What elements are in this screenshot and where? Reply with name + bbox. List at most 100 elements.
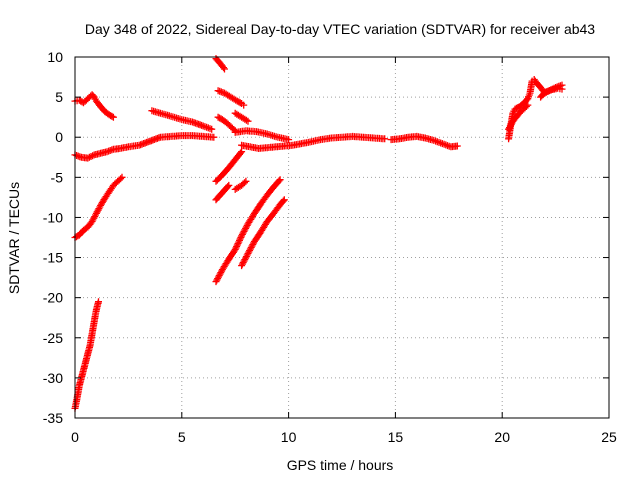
series-arc-i <box>231 109 252 125</box>
data-point-trail <box>238 251 251 268</box>
series-arc-c <box>148 107 216 133</box>
data-point-trail <box>213 56 223 66</box>
series-arc-h <box>214 113 239 135</box>
data-point-trail <box>89 211 99 224</box>
data-point-trail <box>102 109 112 118</box>
x-tick-label: 15 <box>388 429 404 445</box>
data-point-trail <box>213 172 225 184</box>
data-point-trail <box>93 203 104 216</box>
data-point-trail <box>216 114 225 123</box>
x-axis-label: GPS time / hours <box>287 457 394 473</box>
data-point-trail <box>107 112 116 120</box>
data-point-trail <box>521 96 531 106</box>
data-point-trail <box>106 183 116 194</box>
data-point-trail <box>239 114 250 124</box>
data-point <box>244 117 252 125</box>
data-point-trail <box>102 189 112 201</box>
data-point <box>118 173 126 181</box>
data-point-trail <box>238 221 251 238</box>
data-point-trail <box>229 94 240 104</box>
data-point-trail <box>543 87 554 96</box>
series-arc-n <box>212 181 233 204</box>
data-point-trail <box>98 148 109 157</box>
data-point-trail <box>81 224 90 233</box>
data-point-trail <box>73 152 84 161</box>
y-tick-label: -5 <box>51 169 64 185</box>
data-point <box>95 298 102 306</box>
chart-title: Day 348 of 2022, Sidereal Day-to-day VTE… <box>85 21 595 37</box>
data-point-trail <box>72 232 82 241</box>
data-point <box>238 262 246 270</box>
data-point-trail <box>517 101 526 110</box>
y-tick-label: -35 <box>43 410 63 426</box>
data-point <box>221 65 228 73</box>
data-point-trail <box>220 165 232 178</box>
axis-ticks: 0 5 10 15 20 25 -35 -30 -25 -20 -15 -10 -5 0 5 10 <box>43 49 617 445</box>
x-tick-label: 5 <box>178 429 186 445</box>
data-point-trail <box>512 104 522 112</box>
data-point-trail <box>92 150 103 158</box>
series-arc-o <box>231 177 250 193</box>
data-point-trail <box>538 90 548 100</box>
data-point <box>285 136 293 144</box>
data-point-trail <box>219 257 232 272</box>
data-point-trail <box>258 219 270 234</box>
x-tick-label: 25 <box>601 429 617 445</box>
data-point-trail <box>233 110 244 120</box>
data-point-trail <box>258 193 270 206</box>
data-point-trail <box>521 103 530 112</box>
data-point-trail <box>235 98 244 107</box>
data-point-trail <box>277 197 287 207</box>
data-point <box>231 246 239 253</box>
data-point-trail <box>533 80 544 90</box>
y-tick-label: 5 <box>55 89 63 105</box>
series-arc-t <box>537 84 566 101</box>
data-point-trail <box>85 219 95 230</box>
data-point-trail <box>76 228 86 238</box>
data-point-trail <box>271 202 283 216</box>
data-point-trail <box>251 229 264 244</box>
data-point-trail <box>233 182 244 192</box>
series-arc-j <box>231 127 293 144</box>
data-point-trail <box>222 183 232 193</box>
data-point <box>242 177 250 185</box>
data-point-trail <box>115 175 125 184</box>
data-point-trail <box>251 201 264 216</box>
data-point-trail <box>506 119 516 132</box>
data-point-trail <box>525 91 533 101</box>
data-point-trail <box>264 211 277 224</box>
data-point-trail <box>111 179 120 188</box>
series-arc-e <box>71 298 102 412</box>
data-point-trail <box>245 211 257 226</box>
series-arc-s <box>505 101 532 133</box>
data-point-trail <box>216 87 227 96</box>
data-point <box>238 148 246 156</box>
data-point-trail <box>213 192 223 203</box>
y-tick-label: -20 <box>43 290 63 306</box>
data-point-trail <box>239 179 248 188</box>
series-arc-f <box>212 55 228 73</box>
series-arc-p <box>212 176 284 286</box>
data-point-trail <box>245 239 258 256</box>
grid-lines <box>75 57 609 418</box>
y-tick-label: -30 <box>43 370 63 386</box>
x-tick-label: 20 <box>494 429 510 445</box>
y-axis-label: SDTVAR / TECUs <box>6 182 22 294</box>
data-point-trail <box>232 149 244 162</box>
data-marks <box>71 55 566 412</box>
data-point <box>381 135 389 143</box>
data-point <box>109 113 117 121</box>
data-point <box>280 196 288 204</box>
data-point-trail <box>93 99 104 109</box>
series-arc-b <box>71 132 218 162</box>
data-point <box>453 142 461 150</box>
data-point-trail <box>226 247 238 262</box>
data-point <box>225 181 233 189</box>
data-point-trail <box>228 124 238 133</box>
data-point-trail <box>81 96 90 105</box>
y-tick-label: -25 <box>43 330 63 346</box>
y-tick-label: -15 <box>43 250 63 266</box>
data-point-trail <box>105 146 116 155</box>
data-point-trail <box>226 157 238 170</box>
